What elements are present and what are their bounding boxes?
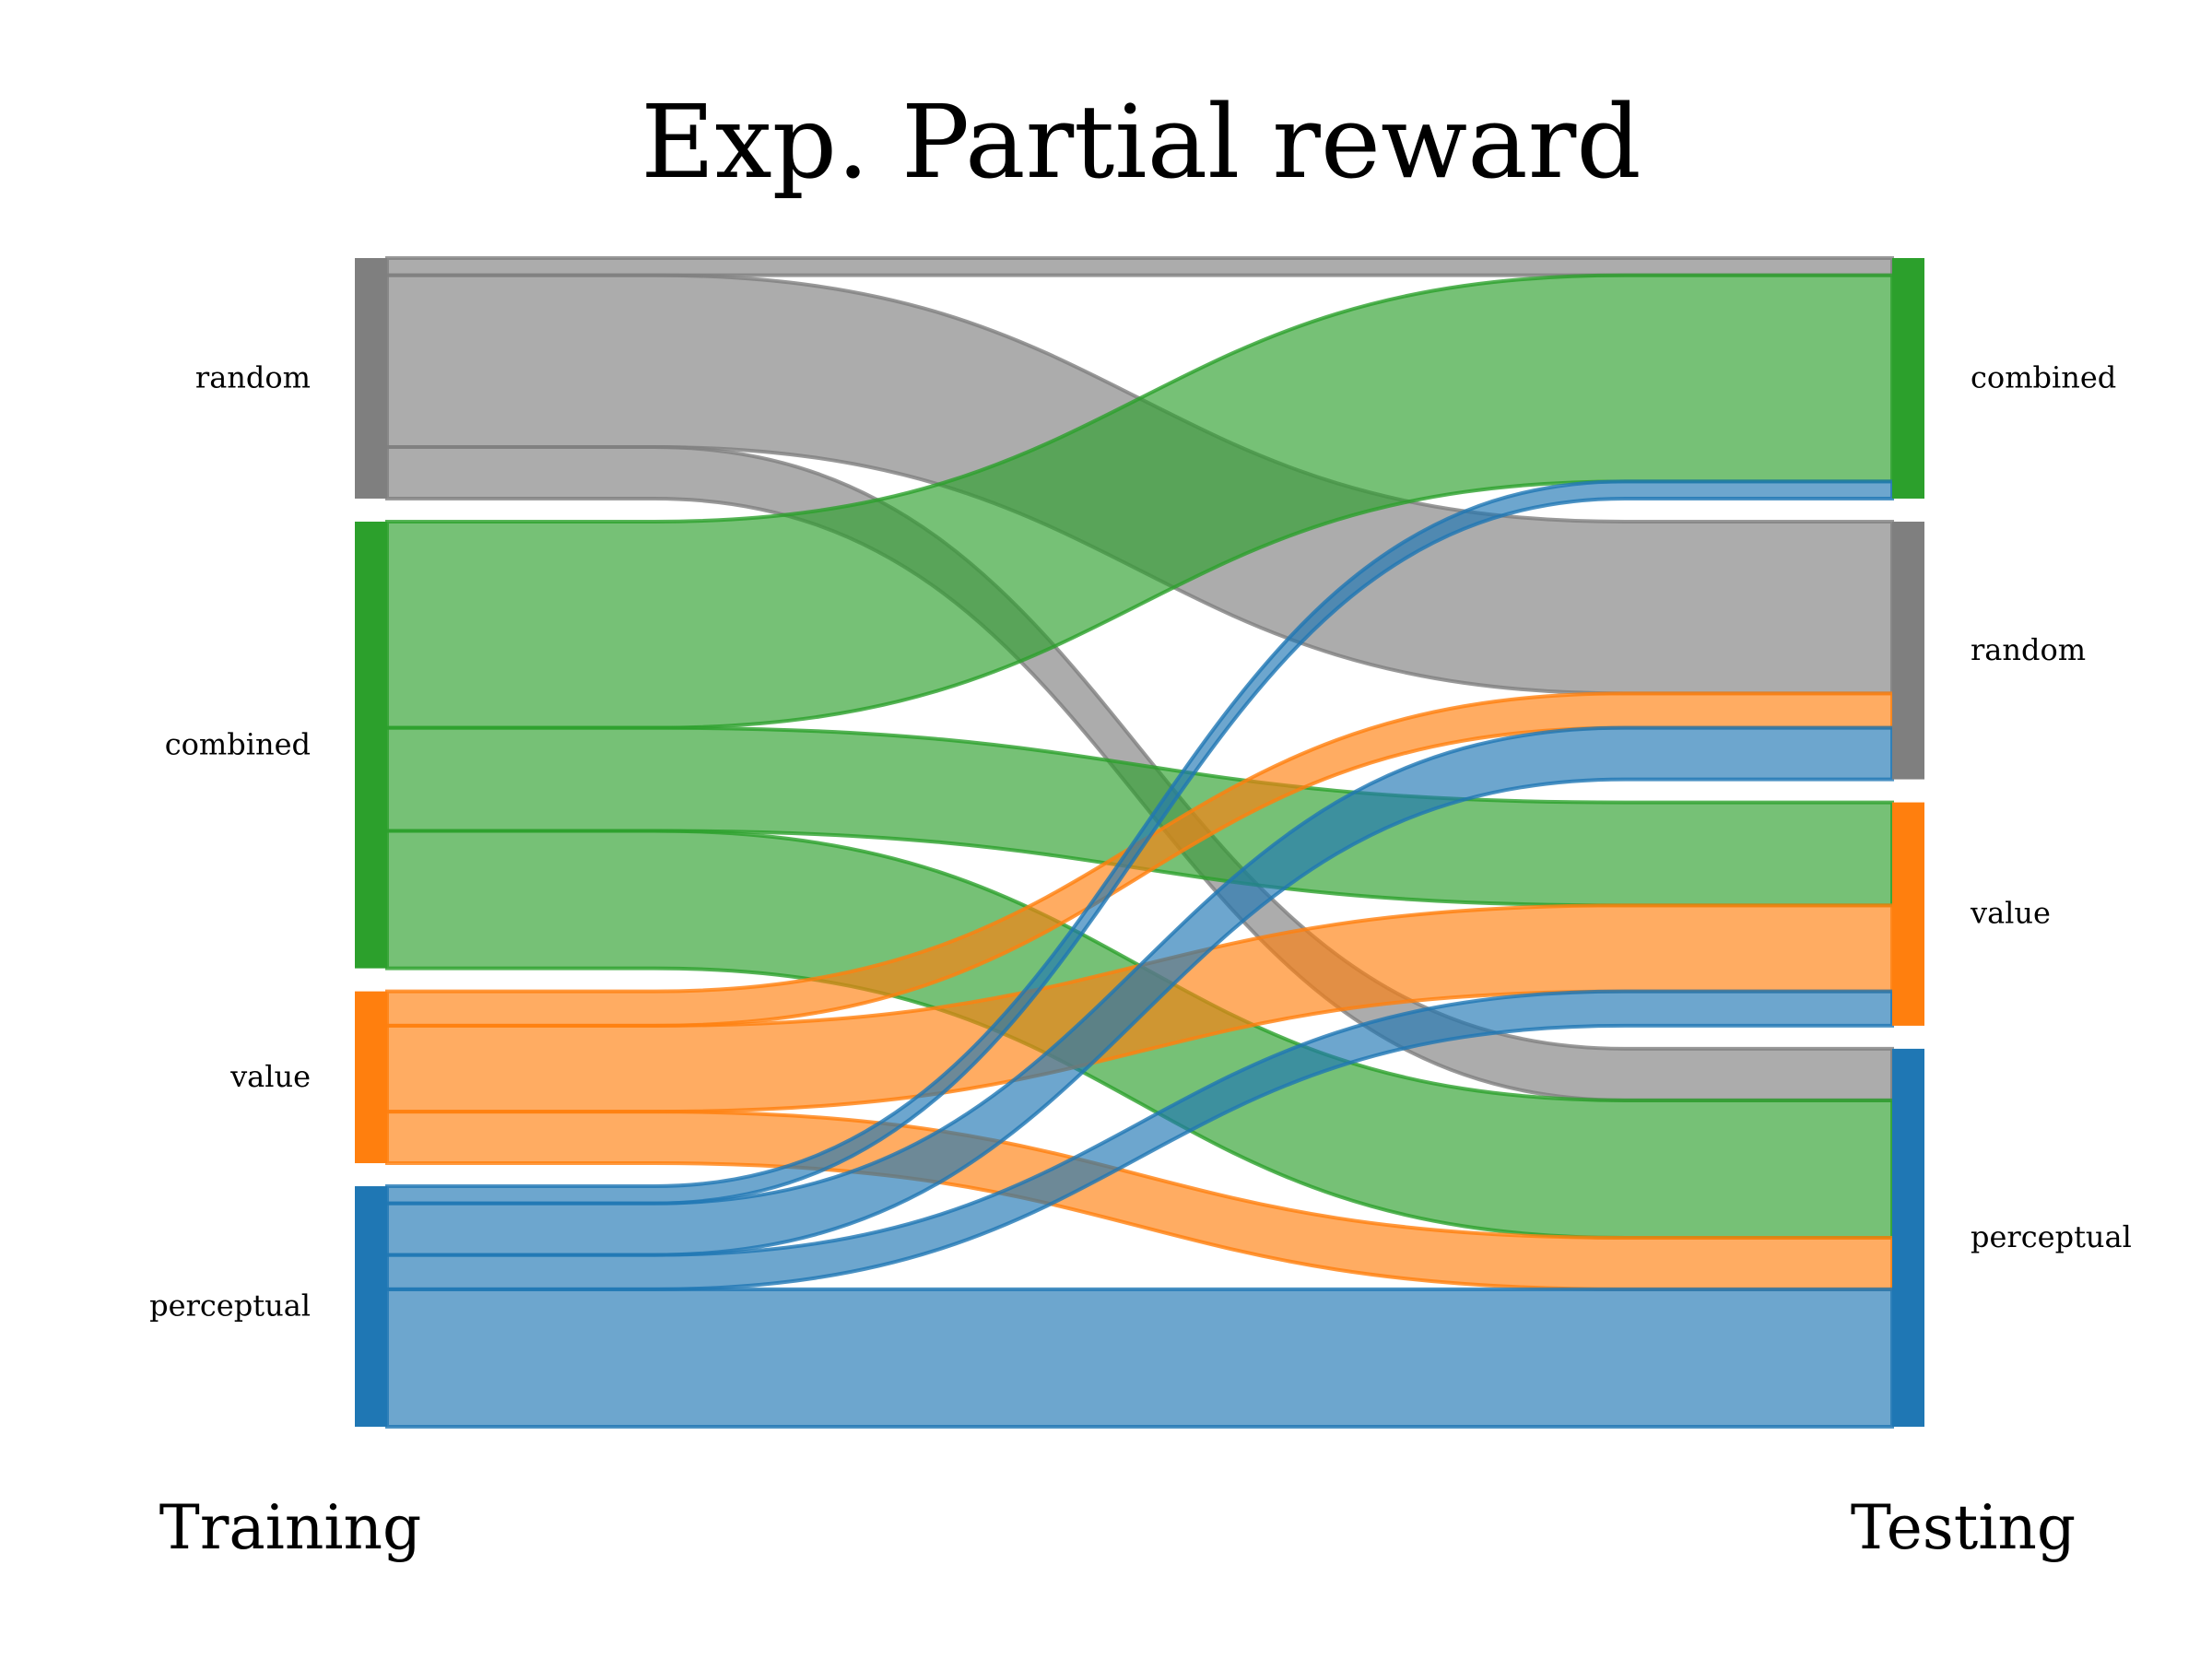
right-node-random: [1892, 521, 1924, 780]
left-node-value: [355, 991, 387, 1164]
flow-random-to-combined: [385, 255, 1894, 277]
left-node-label-combined: combined: [165, 726, 311, 761]
right-node-perceptual: [1892, 1048, 1924, 1427]
flow-perceptual-to-combined: [385, 479, 1894, 1206]
left-node-label-random: random: [195, 359, 311, 394]
flow-perceptual-to-perceptual: [385, 1287, 1894, 1430]
labels-layer: random combined value perceptual combined ran…: [149, 359, 2132, 1323]
right-node-value: [1892, 802, 1924, 1026]
left-node-label-perceptual: perceptual: [149, 1288, 311, 1324]
right-node-label-random: random: [1971, 632, 2086, 667]
nodes-layer: [355, 258, 1924, 1427]
left-node-combined: [355, 521, 387, 969]
left-node-perceptual: [355, 1186, 387, 1427]
chart-title: Exp. Partial reward: [641, 83, 1641, 201]
testing-label: Testing: [1851, 1492, 2076, 1563]
training-label: Training: [159, 1492, 421, 1563]
flows-layer: [385, 255, 1894, 1430]
flow-perceptual-to-value: [385, 989, 1894, 1291]
left-node-random: [355, 258, 387, 499]
right-node-label-perceptual: perceptual: [1971, 1219, 2132, 1254]
right-node-combined: [1892, 258, 1924, 499]
right-node-label-combined: combined: [1971, 359, 2116, 394]
right-node-label-value: value: [1970, 896, 2051, 931]
left-node-label-value: value: [229, 1059, 311, 1094]
